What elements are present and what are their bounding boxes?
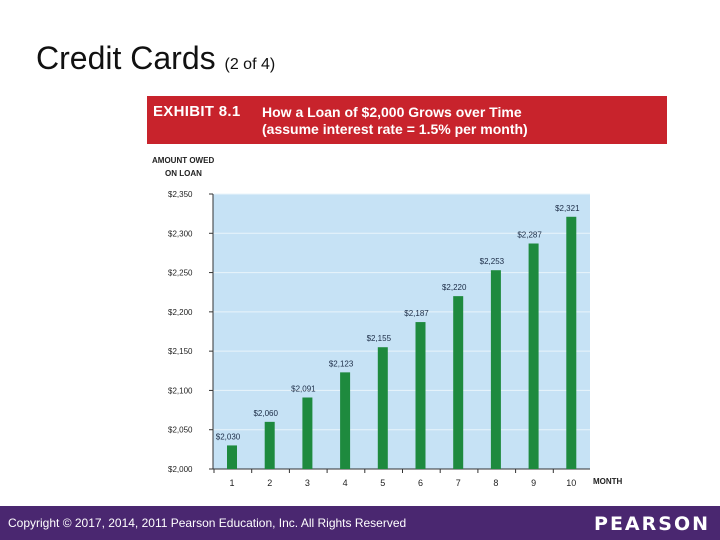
data-label: $2,287 (517, 231, 542, 240)
bar (377, 347, 388, 469)
pearson-logo: PEARSON (594, 513, 710, 535)
y-tick-label: $2,150 (168, 347, 193, 356)
x-tick-label: 10 (566, 478, 576, 488)
exhibit-caption-line1: How a Loan of $2,000 Grows over Time (262, 104, 522, 120)
exhibit-banner: EXHIBIT 8.1 How a Loan of $2,000 Grows o… (147, 96, 667, 144)
x-axis-label: MONTH (593, 477, 623, 486)
y-tick-label: $2,300 (168, 229, 193, 238)
y-axis-label-line1: AMOUNT OWED (152, 156, 214, 165)
data-label: $2,253 (480, 257, 505, 266)
bar (490, 270, 501, 469)
x-tick-label: 6 (418, 478, 423, 488)
data-label: $2,123 (329, 359, 354, 368)
loan-growth-chart: AMOUNT OWED ON LOAN MONTH $2,000 $2,050 $2… (152, 156, 623, 488)
data-label: $2,321 (555, 204, 580, 213)
y-tick-label: $2,100 (168, 386, 193, 395)
data-label: $2,060 (253, 409, 278, 418)
x-tick-label: 2 (267, 478, 272, 488)
exhibit-label: EXHIBIT 8.1 (153, 103, 241, 120)
data-label: $2,220 (442, 283, 467, 292)
x-tick-label: 1 (229, 478, 234, 488)
y-tick-label: $2,250 (168, 269, 193, 278)
exhibit-caption-line2: (assume interest rate = 1.5% per month) (262, 121, 528, 137)
slide-subtitle: (2 of 4) (224, 56, 276, 73)
copyright-text: Copyright © 2017, 2014, 2011 Pearson Edu… (8, 516, 407, 530)
data-label: $2,187 (404, 309, 429, 318)
data-label: $2,030 (216, 432, 241, 441)
y-tick-label: $2,200 (168, 308, 193, 317)
y-tick-label: $2,050 (168, 426, 193, 435)
x-tick-label: 8 (493, 478, 498, 488)
data-label: $2,155 (367, 334, 392, 343)
plot-area (213, 194, 590, 469)
bar (340, 372, 351, 469)
slide-title: Credit Cards (2 of 4) (36, 40, 275, 77)
bar (227, 445, 237, 469)
bar (302, 397, 313, 469)
exhibit-caption: How a Loan of $2,000 Grows over Time (as… (262, 104, 528, 138)
y-tick-label: $2,350 (168, 190, 193, 199)
bar (453, 296, 464, 469)
bar (566, 216, 577, 469)
y-axis-label-line2: ON LOAN (165, 169, 202, 178)
x-tick-label: 5 (380, 478, 385, 488)
x-tick-label: 4 (343, 478, 348, 488)
bar (264, 421, 275, 469)
slide-title-text: Credit Cards (36, 40, 216, 76)
x-tick-label: 7 (456, 478, 461, 488)
y-tick-label: $2,000 (168, 465, 193, 474)
x-tick-label: 3 (305, 478, 310, 488)
x-tick-label: 9 (531, 478, 536, 488)
data-label: $2,091 (291, 385, 316, 394)
footer-bar: Copyright © 2017, 2014, 2011 Pearson Edu… (0, 506, 720, 540)
bar (415, 322, 426, 469)
bar (528, 243, 539, 469)
